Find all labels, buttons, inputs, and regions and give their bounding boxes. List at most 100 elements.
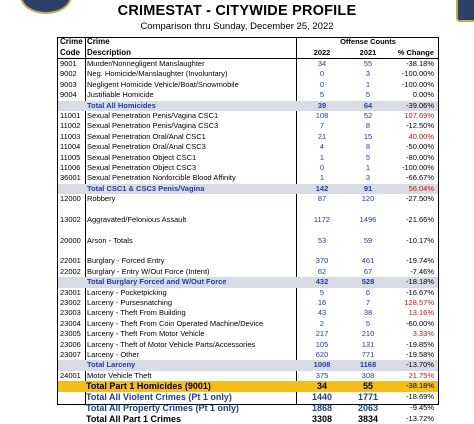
crime-code: 24001 [60,371,88,381]
crime-code: 11002 [60,121,88,131]
count-2021: 1496 [350,215,386,225]
table-header-row-1: Crime Crime Offense Counts [58,37,438,47]
crime-code: 9002 [60,69,88,79]
percent-change: -10.17% [386,236,434,246]
count-2021: 1168 [350,360,386,370]
count-2021: 64 [350,101,386,111]
report-title: CRIMESTAT - CITYWIDE PROFILE [0,3,474,19]
percent-change: -18.18% [386,277,434,287]
crime-code: 11005 [60,153,88,163]
count-2021: 7 [350,298,386,308]
count-2022: 142 [298,184,346,194]
count-2022: 375 [298,371,346,381]
count-2021: 1 [350,80,386,90]
count-2021: 5 [350,90,386,100]
count-2022: 1172 [298,215,346,225]
grand-total-row: Total All Property Crimes (Pt 1 only)186… [58,403,438,414]
code-header: Code [60,47,88,58]
count-2022: 53 [298,236,346,246]
count-2022: 1 [298,153,346,163]
count-2021: 5 [350,319,386,329]
count-2022: 0 [298,80,346,90]
total-2021: 3834 [350,414,386,424]
percent-change: -12.50% [386,121,434,131]
total-change: -13.72% [386,414,434,424]
crime-code: 9001 [60,59,88,69]
percent-change: -16.67% [386,288,434,298]
percent-change: 40.00% [386,132,434,142]
percent-change: 13.16% [386,308,434,318]
total-2021: 55 [350,381,386,392]
percent-change: -50.00% [386,142,434,152]
crime-code: 23001 [60,288,88,298]
count-2021: 8 [350,142,386,152]
percent-change: -39.06% [386,101,434,111]
total-2021: 1771 [350,392,386,403]
year-2022-header: 2022 [298,47,346,58]
percent-change: -100.00% [386,80,434,90]
count-2021: 52 [350,111,386,121]
count-2021: 38 [350,308,386,318]
count-2021: 15 [350,132,386,142]
count-2022: 62 [298,267,346,277]
count-2021: 771 [350,350,386,360]
total-2021: 2063 [350,403,386,414]
percent-change: 56.04% [386,184,434,194]
count-2022: 5 [298,288,346,298]
table-row [58,246,438,256]
count-2021: 67 [350,267,386,277]
percent-change: 3.33% [386,329,434,339]
count-2021: 59 [350,236,386,246]
crime-code: 11006 [60,163,88,173]
total-2022: 1440 [298,392,346,403]
count-2021: 120 [350,194,386,204]
count-2022: 4 [298,142,346,152]
percent-change: -66.67% [386,173,434,183]
crime-code: 22001 [60,256,88,266]
table-row [58,225,438,235]
year-2021-header: 2021 [350,47,386,58]
total-change: -9.45% [386,403,434,414]
count-2022: 16 [298,298,346,308]
count-2022: 34 [298,59,346,69]
count-2021: 55 [350,59,386,69]
percent-change: -19.58% [386,350,434,360]
count-2021: 3 [350,173,386,183]
crime-code: 9004 [60,90,88,100]
crime-code: 23007 [60,350,88,360]
count-2021: 5 [350,153,386,163]
percent-change: -100.00% [386,69,434,79]
count-2022: 5 [298,90,346,100]
total-change: -38.18% [386,381,434,392]
count-2022: 432 [298,277,346,287]
percent-change: 107.69% [386,111,434,121]
percent-change: -7.46% [386,267,434,277]
percent-change: 0.00% [386,90,434,100]
crime-code: 23004 [60,319,88,329]
count-2022: 217 [298,329,346,339]
count-2022: 108 [298,111,346,121]
percent-change: 21.75% [386,371,434,381]
crime-code: 23002 [60,298,88,308]
crime-code: 20000 [60,236,88,246]
offense-counts-header: Offense Counts [298,37,438,47]
crime-code: 9003 [60,80,88,90]
percent-change: 128.57% [386,298,434,308]
percent-change: -19.74% [386,256,434,266]
count-2021: 3 [350,69,386,79]
percent-change: -21.66% [386,215,434,225]
